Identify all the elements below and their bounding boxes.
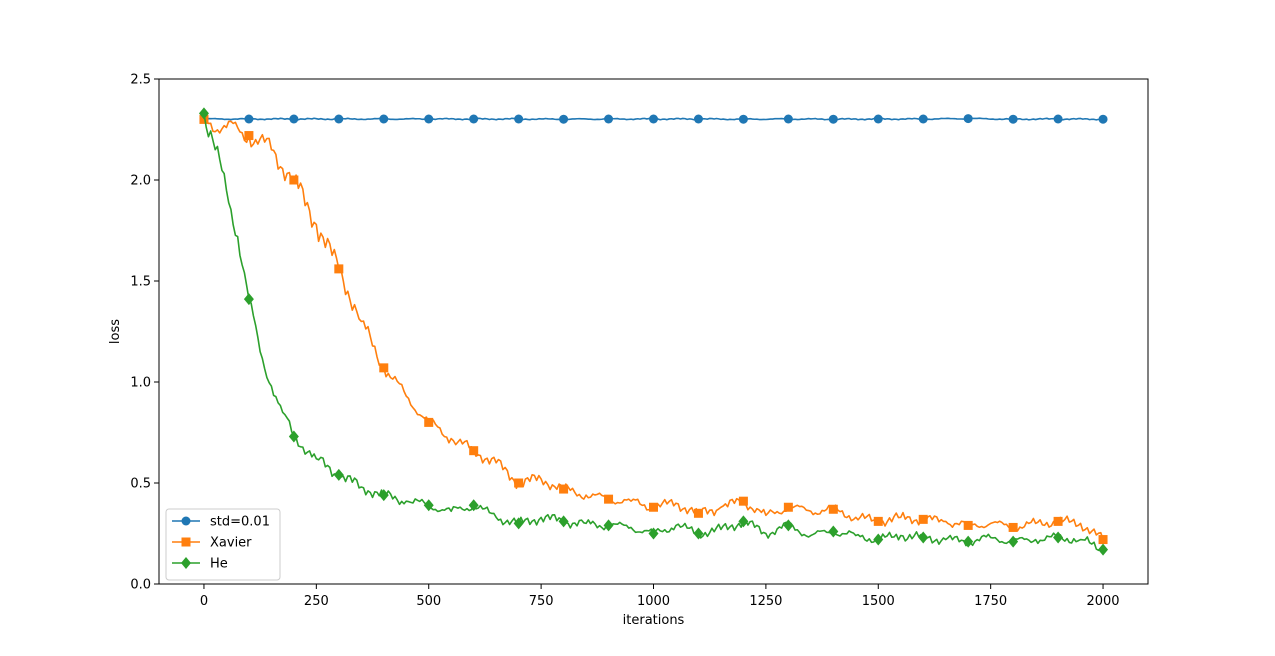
data-point bbox=[604, 494, 614, 504]
data-point bbox=[963, 535, 974, 548]
data-point bbox=[828, 114, 838, 124]
data-point bbox=[963, 520, 973, 530]
legend-swatch-marker bbox=[181, 537, 191, 547]
data-point bbox=[648, 527, 659, 540]
data-point bbox=[514, 478, 524, 488]
legend-label: Xavier bbox=[210, 536, 252, 551]
data-point bbox=[513, 517, 524, 530]
data-point bbox=[604, 114, 614, 124]
data-point bbox=[918, 531, 929, 544]
y-tick-label: 1.5 bbox=[130, 275, 151, 290]
y-axis-label: loss bbox=[108, 319, 123, 344]
data-point bbox=[873, 114, 883, 124]
data-point bbox=[559, 114, 569, 124]
data-point bbox=[649, 502, 658, 512]
x-tick-label: 0 bbox=[200, 594, 208, 609]
data-point bbox=[244, 114, 254, 124]
series-3 bbox=[198, 107, 1109, 556]
legend-item: std=0.01 bbox=[172, 515, 270, 530]
data-point bbox=[333, 468, 344, 481]
x-tick-label: 1500 bbox=[862, 594, 895, 609]
data-point bbox=[424, 114, 434, 124]
y-tick-label: 2.5 bbox=[130, 73, 151, 88]
y-tick-label: 0.5 bbox=[130, 477, 151, 492]
data-point bbox=[738, 114, 748, 124]
y-tick-label: 1.0 bbox=[130, 376, 151, 391]
data-point bbox=[1008, 522, 1018, 532]
data-point bbox=[693, 527, 704, 540]
data-point bbox=[1008, 535, 1019, 548]
data-point bbox=[289, 114, 299, 124]
data-point bbox=[873, 516, 883, 526]
data-point bbox=[738, 515, 749, 528]
data-point bbox=[1053, 114, 1063, 124]
data-point bbox=[469, 446, 479, 456]
data-point bbox=[334, 264, 344, 274]
data-point bbox=[783, 114, 793, 124]
data-point bbox=[559, 484, 569, 494]
y-tick-label: 2.0 bbox=[130, 174, 151, 189]
data-point bbox=[424, 417, 434, 427]
data-point bbox=[334, 114, 344, 124]
plot-area bbox=[198, 107, 1109, 556]
data-point bbox=[603, 519, 614, 532]
data-point bbox=[873, 533, 884, 546]
x-tick-label: 750 bbox=[529, 594, 554, 609]
data-point bbox=[1008, 114, 1018, 124]
data-point bbox=[379, 114, 389, 124]
data-point bbox=[783, 502, 793, 512]
data-point bbox=[244, 131, 254, 141]
legend-item: He bbox=[172, 557, 228, 572]
legend-label: He bbox=[210, 557, 228, 572]
data-point bbox=[963, 114, 973, 124]
x-tick-label: 2000 bbox=[1086, 594, 1119, 609]
data-point bbox=[243, 293, 254, 306]
data-point bbox=[649, 114, 658, 124]
data-point bbox=[468, 499, 479, 512]
series-2 bbox=[199, 114, 1108, 545]
data-point bbox=[288, 430, 299, 443]
data-point bbox=[379, 363, 389, 373]
data-point bbox=[828, 504, 838, 514]
data-point bbox=[828, 525, 839, 538]
data-point bbox=[1053, 531, 1064, 544]
data-point bbox=[1098, 543, 1109, 556]
legend-swatch-marker bbox=[181, 557, 191, 569]
legend-swatch-marker bbox=[181, 516, 191, 526]
legend-item: Xavier bbox=[172, 536, 252, 551]
data-point bbox=[738, 496, 748, 506]
legend-label: std=0.01 bbox=[210, 515, 270, 530]
x-tick-label: 250 bbox=[304, 594, 329, 609]
x-tick-label: 1250 bbox=[749, 594, 782, 609]
axis-ticks: 0 250 500 750 1000 1250 1500 1750 2000 0.0 0.5 1.0 1… bbox=[130, 73, 1119, 610]
data-point bbox=[1098, 535, 1108, 545]
data-point bbox=[918, 114, 928, 124]
data-point bbox=[918, 514, 928, 524]
data-point bbox=[423, 499, 434, 512]
data-point bbox=[199, 114, 209, 124]
x-tick-label: 1000 bbox=[637, 594, 670, 609]
data-point bbox=[783, 519, 794, 532]
data-point bbox=[289, 175, 299, 185]
x-axis-label: iterations bbox=[623, 613, 685, 628]
data-point bbox=[378, 489, 389, 502]
x-tick-label: 1750 bbox=[974, 594, 1007, 609]
data-point bbox=[693, 508, 703, 518]
data-point bbox=[469, 114, 479, 124]
data-point bbox=[693, 114, 703, 124]
legend: std=0.01 Xavier He bbox=[165, 508, 281, 581]
y-tick-label: 0.0 bbox=[130, 578, 151, 593]
data-point bbox=[558, 515, 569, 528]
data-point bbox=[1053, 516, 1063, 526]
data-point bbox=[1098, 114, 1108, 124]
x-tick-label: 500 bbox=[416, 594, 441, 609]
data-point bbox=[198, 107, 209, 120]
data-point bbox=[514, 114, 524, 124]
